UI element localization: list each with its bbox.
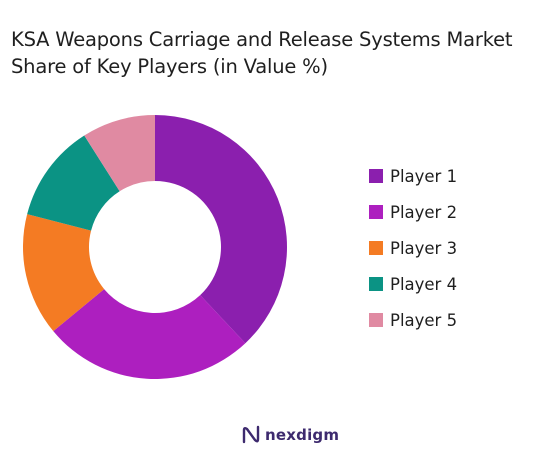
donut-slice-player-5 [84,115,155,192]
legend-label: Player 4 [390,274,458,294]
legend-item: Player 5 [369,308,457,332]
legend-swatch [369,313,383,327]
legend-swatch [369,241,383,255]
donut-slice-player-1 [155,115,287,344]
legend-item: Player 3 [369,236,457,260]
legend-swatch [369,205,383,219]
legend-swatch [369,277,383,291]
legend-item: Player 1 [369,164,457,188]
logo-text: nexdigm [265,426,340,444]
legend-item: Player 2 [369,200,457,224]
donut-slice-player-2 [53,289,246,379]
donut-slice-player-4 [27,135,120,231]
nexdigm-logo-icon [242,425,260,444]
nexdigm-logo: nexdigm [241,424,339,446]
chart-title: KSA Weapons Carriage and Release Systems… [11,26,551,80]
chart-legend: Player 1 Player 2 Player 3 Player 4 Play… [369,164,457,344]
donut-slice-player-3 [23,214,105,332]
legend-swatch [369,169,383,183]
chart-title-line-1: KSA Weapons Carriage and Release Systems… [11,28,513,51]
legend-item: Player 4 [369,272,457,296]
legend-label: Player 2 [390,202,458,222]
chart-title-line-2: Share of Key Players (in Value %) [11,55,328,78]
legend-label: Player 3 [390,238,458,258]
legend-label: Player 5 [390,310,458,330]
legend-label: Player 1 [390,166,458,186]
